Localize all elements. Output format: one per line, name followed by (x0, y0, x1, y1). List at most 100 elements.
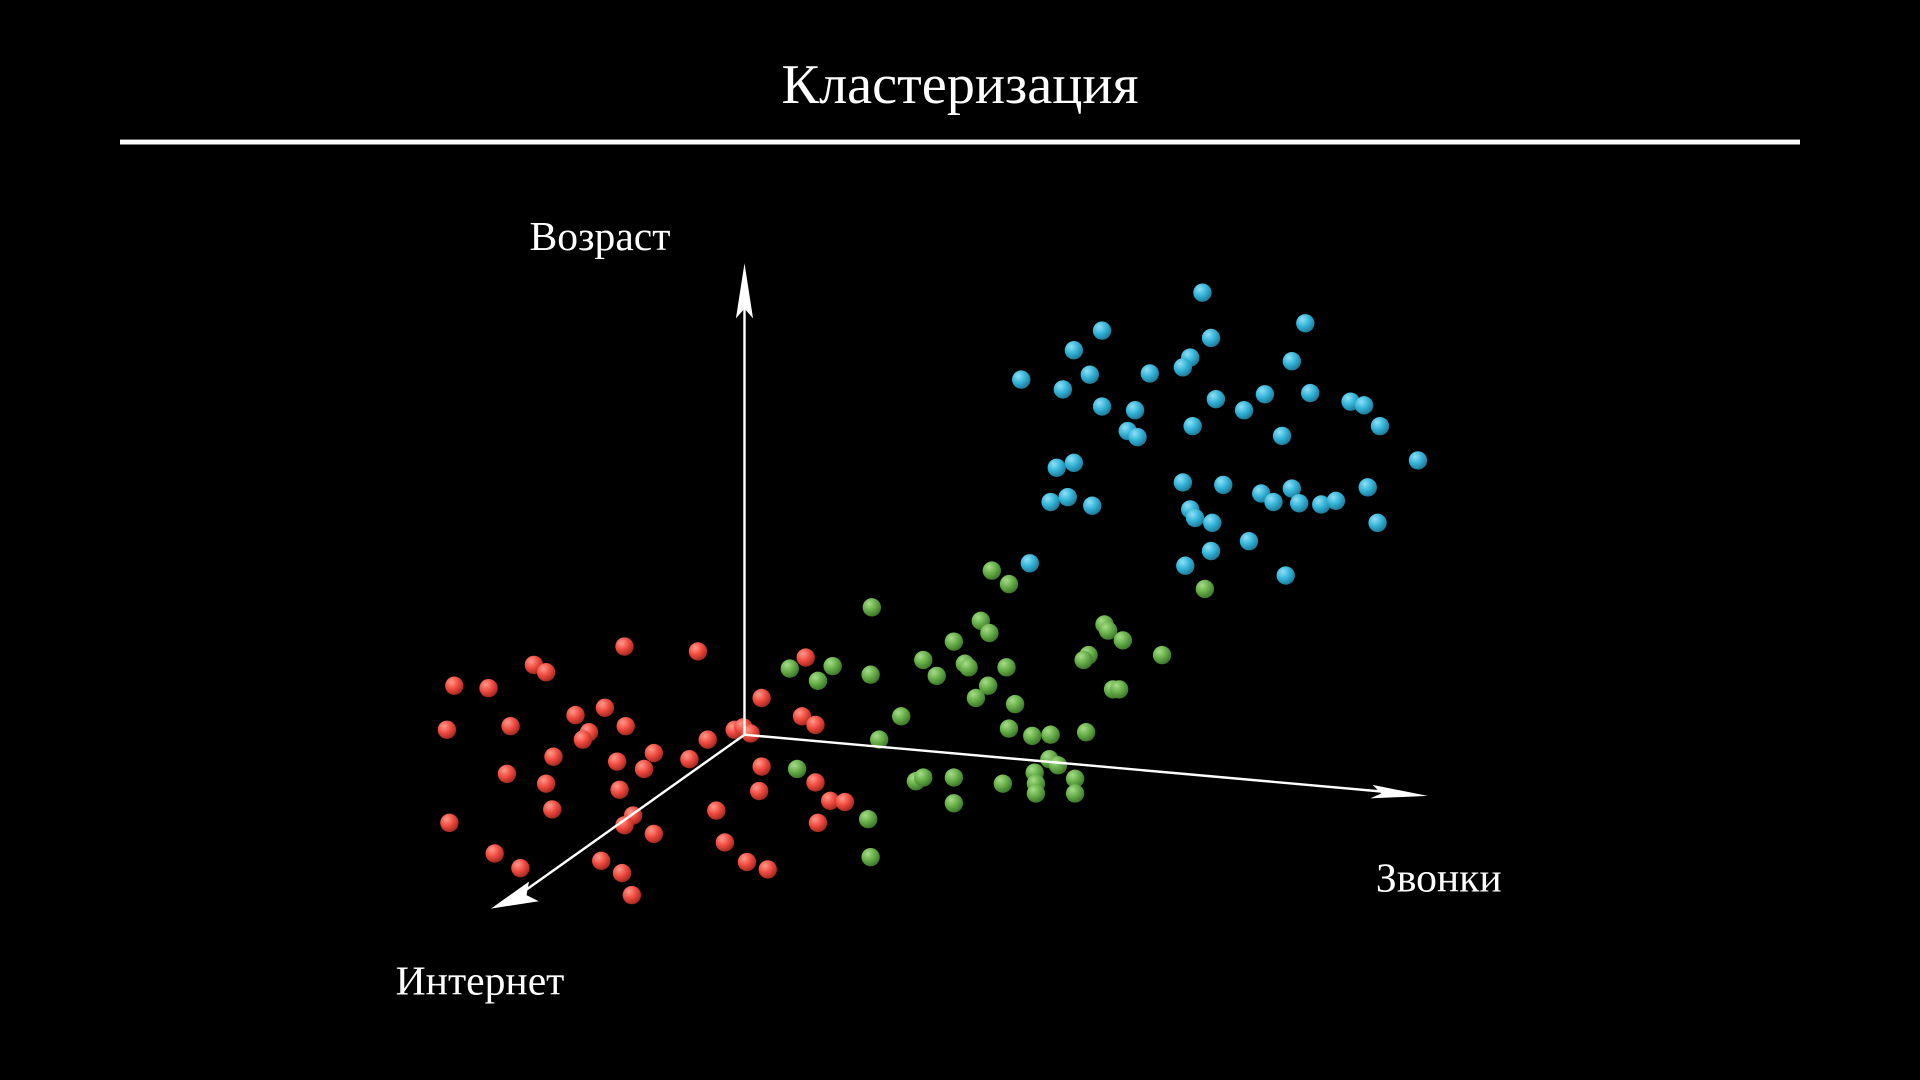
red-point (634, 759, 654, 779)
blue-point (1368, 513, 1387, 533)
depth-axis-label: Интернет (396, 958, 565, 1004)
green-point (944, 768, 964, 787)
red-point (622, 885, 642, 905)
blue-point (1183, 416, 1202, 436)
depth-arrowhead (491, 881, 539, 909)
green-point (808, 671, 828, 690)
blue-point (1092, 397, 1112, 416)
blue-point (1193, 283, 1212, 302)
green-point (980, 623, 999, 643)
green-point (861, 847, 880, 867)
green-point (914, 650, 933, 670)
horizontal-arrowhead (1370, 784, 1428, 799)
red-point (485, 844, 504, 863)
blue-point (1140, 364, 1159, 383)
green-point (966, 688, 986, 708)
red-point (758, 860, 777, 879)
vertical-arrowhead (735, 263, 754, 319)
blue-point (1064, 341, 1084, 360)
red-point (821, 791, 840, 810)
green-point (780, 659, 799, 678)
blue-point (1173, 358, 1193, 377)
blue-point (1214, 475, 1233, 495)
axes (519, 306, 1390, 895)
blue-point (1282, 479, 1302, 498)
green-point (1048, 756, 1068, 775)
red-point (796, 648, 815, 667)
green-point (944, 794, 964, 813)
red-point (610, 780, 629, 799)
depth-axis (519, 733, 746, 895)
red-point (437, 720, 457, 739)
blue-point (1125, 401, 1145, 420)
horizontal-axis-label: Звонки (1376, 855, 1502, 901)
blue-point (1255, 385, 1275, 404)
green-point (861, 665, 880, 684)
blue-point (1370, 416, 1390, 436)
blue-point (1173, 473, 1193, 492)
blue-point (1041, 492, 1060, 512)
red-point (616, 716, 635, 736)
green-point (1023, 726, 1042, 746)
red-point (806, 715, 825, 735)
blue-point (1176, 556, 1195, 575)
red-point (536, 663, 556, 682)
blue-point (1185, 508, 1205, 528)
red-point (808, 813, 828, 833)
green-point (823, 656, 842, 676)
red-point (615, 637, 634, 656)
blue-point (1282, 352, 1302, 371)
green-point (997, 658, 1016, 677)
red-point (737, 852, 757, 872)
horizontal-axis (744, 733, 1390, 794)
red-point (698, 730, 717, 749)
green-point (914, 768, 933, 787)
red-point (615, 816, 634, 835)
green-point (1074, 650, 1093, 670)
red-point (741, 724, 760, 743)
blue-point (1080, 365, 1099, 384)
green-point (1041, 725, 1060, 744)
green-point (1152, 645, 1172, 665)
green-point (1026, 784, 1046, 803)
green-point (1110, 680, 1129, 699)
green-point (1005, 694, 1025, 714)
blue-point (1312, 495, 1331, 514)
blue-point (1128, 427, 1147, 447)
blue-point (1058, 487, 1077, 507)
green-point (1076, 723, 1096, 742)
blue-point (1053, 380, 1073, 399)
red-point (511, 858, 530, 878)
red-point (715, 833, 735, 852)
blue-point (1092, 321, 1112, 340)
red-point (592, 851, 611, 870)
red-point (680, 750, 699, 769)
blue-point (1234, 401, 1254, 420)
red-point (536, 774, 556, 793)
green-point (978, 676, 998, 695)
green-point (892, 707, 911, 726)
blue-point (1012, 370, 1031, 389)
blue-point (1064, 453, 1084, 473)
red-point (752, 757, 771, 776)
green-point (993, 774, 1013, 793)
green-point (999, 574, 1019, 594)
green-point (858, 810, 878, 829)
blue-point (1296, 314, 1315, 333)
blue-point (1272, 426, 1292, 446)
blue-point (1201, 328, 1221, 348)
green-point (927, 666, 946, 686)
red-point (566, 705, 585, 725)
green-point (1065, 769, 1085, 788)
red-point (644, 824, 664, 844)
green-point (1195, 579, 1215, 599)
blue-point (1201, 541, 1221, 561)
green-point (1065, 784, 1085, 803)
red-point (644, 743, 664, 763)
red-point (835, 792, 855, 812)
red-point (573, 730, 593, 749)
red-point (501, 716, 520, 736)
